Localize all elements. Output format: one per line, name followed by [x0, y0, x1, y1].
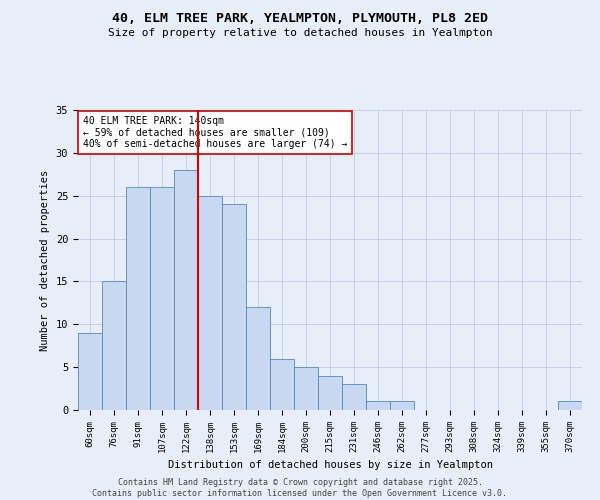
Bar [174, 170, 198, 410]
Bar [150, 187, 174, 410]
Bar [198, 196, 222, 410]
Text: Size of property relative to detached houses in Yealmpton: Size of property relative to detached ho… [107, 28, 493, 38]
Text: 40, ELM TREE PARK, YEALMPTON, PLYMOUTH, PL8 2ED: 40, ELM TREE PARK, YEALMPTON, PLYMOUTH, … [112, 12, 488, 26]
Y-axis label: Number of detached properties: Number of detached properties [40, 170, 50, 350]
Bar [390, 402, 414, 410]
Text: 40 ELM TREE PARK: 140sqm
← 59% of detached houses are smaller (109)
40% of semi-: 40 ELM TREE PARK: 140sqm ← 59% of detach… [83, 116, 347, 149]
Bar [270, 358, 294, 410]
Bar [246, 307, 270, 410]
Bar [342, 384, 366, 410]
Text: Contains HM Land Registry data © Crown copyright and database right 2025.
Contai: Contains HM Land Registry data © Crown c… [92, 478, 508, 498]
Bar [318, 376, 342, 410]
Bar [78, 333, 102, 410]
Bar [558, 402, 582, 410]
Bar [222, 204, 246, 410]
X-axis label: Distribution of detached houses by size in Yealmpton: Distribution of detached houses by size … [167, 460, 493, 470]
Bar [102, 282, 126, 410]
Bar [126, 187, 150, 410]
Bar [294, 367, 318, 410]
Bar [366, 402, 390, 410]
